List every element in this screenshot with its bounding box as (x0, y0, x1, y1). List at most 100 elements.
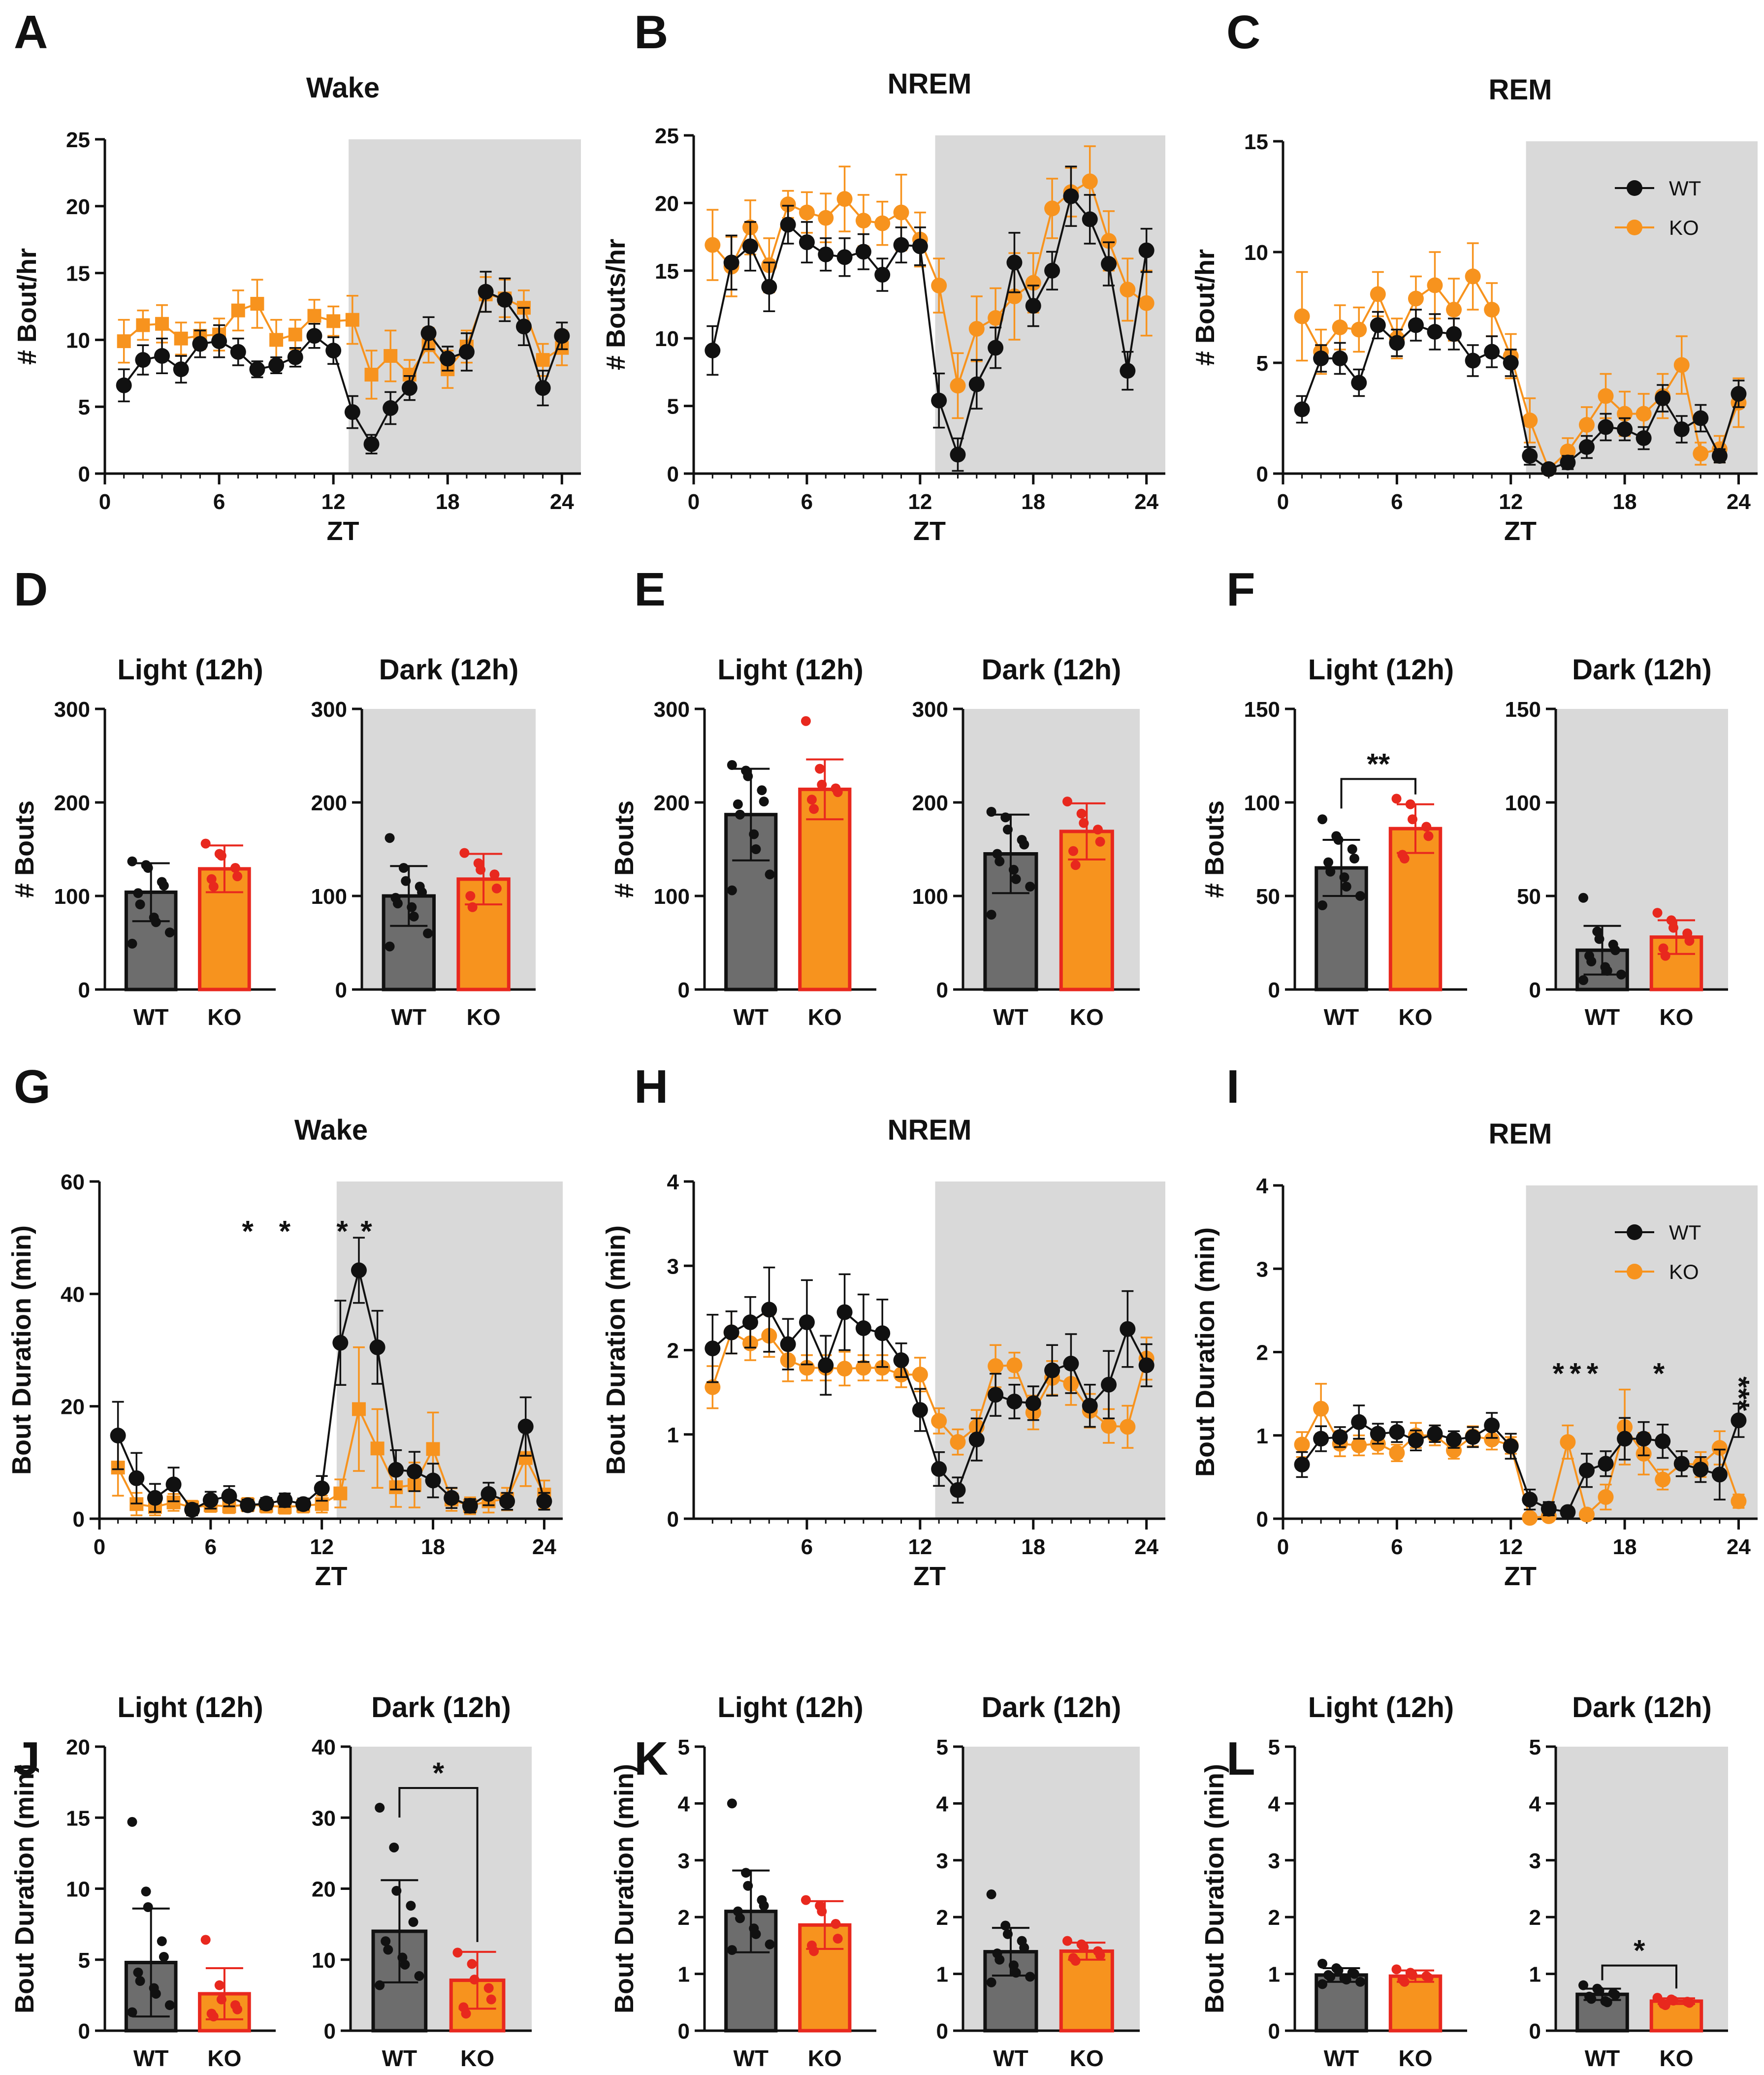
legend: WT KO (1615, 1221, 1701, 1283)
individual-point-ko (232, 2004, 243, 2014)
data-point-ko (536, 353, 550, 367)
y-tick-label: 300 (54, 698, 90, 722)
individual-point-wt (1586, 957, 1597, 966)
y-tick-label: 10 (1244, 241, 1268, 265)
individual-point-wt (409, 911, 419, 922)
individual-point-wt (141, 1886, 151, 1897)
data-point-wt (799, 234, 815, 251)
data-point-ko (345, 313, 359, 327)
data-point-wt (1294, 1456, 1310, 1472)
data-point-wt (1351, 1414, 1367, 1430)
y-tick-label: 20 (61, 1395, 85, 1419)
category-label: KO (1070, 1004, 1104, 1030)
data-point-ko (352, 1402, 366, 1416)
x-tick-label: 18 (1021, 490, 1045, 514)
data-point-ko (1655, 1471, 1671, 1488)
panel-title: NREM (888, 68, 972, 100)
data-point-wt (192, 336, 208, 352)
data-point-wt (968, 1432, 985, 1448)
data-point-wt (893, 1352, 909, 1369)
data-point-wt (536, 1493, 552, 1509)
y-tick-label: 300 (311, 698, 347, 722)
y-tick-label: 4 (1268, 1792, 1281, 1816)
y-tick-label: 3 (1268, 1849, 1280, 1873)
data-point-ko (269, 333, 284, 347)
data-point-ko (799, 204, 815, 221)
data-point-wt (705, 342, 721, 358)
panel-title: REM (1489, 74, 1552, 106)
individual-point-wt (135, 1976, 145, 1986)
data-point-ko (1446, 1442, 1462, 1459)
data-point-ko (1313, 1401, 1329, 1417)
data-point-wt (363, 436, 380, 452)
individual-point-ko (815, 764, 825, 774)
y-tick-label: 0 (678, 978, 690, 1002)
individual-point-wt (1325, 866, 1336, 877)
category-label: KO (1070, 2045, 1104, 2071)
individual-point-wt (1578, 893, 1589, 903)
y-tick-label: 20 (66, 1735, 90, 1759)
y-tick-label: 3 (678, 1849, 690, 1873)
data-point-wt (314, 1480, 330, 1497)
series-wt (1294, 1403, 1747, 1520)
individual-point-ko (1421, 822, 1432, 832)
category-label: KO (1660, 1004, 1694, 1030)
subpanel-title: Light (12h) (1308, 654, 1454, 686)
individual-point-wt (407, 902, 417, 912)
individual-point-wt (1325, 1972, 1336, 1982)
data-point-wt (420, 325, 437, 341)
x-tick-label: 0 (99, 490, 111, 514)
individual-point-ko (461, 2009, 471, 2019)
y-tick-label: 0 (667, 1507, 679, 1532)
individual-point-wt (385, 833, 395, 843)
panel-title: NREM (888, 1114, 972, 1146)
y-axis-label: Bout Duration (min) (601, 1225, 631, 1475)
y-tick-label: 0 (667, 462, 679, 486)
x-tick-label: 18 (1613, 490, 1637, 514)
category-label: WT (733, 1004, 769, 1030)
data-point-wt (1617, 1431, 1633, 1447)
data-point-ko (1044, 200, 1060, 217)
data-point-wt (287, 349, 303, 365)
individual-point-ko (1391, 1964, 1402, 1975)
dark-subpanel: Dark (12h) 0 10 20 30 40 WT KO * (312, 1692, 532, 2071)
dark-subpanel: Dark (12h) 0 50 100 150 WT KO (1505, 654, 1728, 1030)
individual-point-wt (735, 1913, 745, 1923)
individual-point-ko (1399, 1977, 1410, 1987)
individual-point-ko (491, 883, 502, 894)
data-point-wt (818, 246, 834, 262)
y-tick-label: 40 (312, 1735, 336, 1759)
y-tick-label: 0 (1256, 462, 1268, 486)
individual-point-ko (801, 1895, 811, 1905)
significance-bracket (398, 1787, 479, 1942)
legend-marker-ko (1627, 1264, 1642, 1279)
individual-point-wt (423, 928, 433, 938)
category-label: KO (808, 1004, 842, 1030)
data-point-wt (165, 1476, 182, 1493)
data-point-wt (836, 249, 853, 265)
x-tick-label: 24 (1134, 1535, 1158, 1559)
data-point-wt (325, 343, 342, 359)
data-point-wt (535, 380, 551, 396)
individual-point-wt (1002, 1929, 1013, 1939)
category-label: WT (1585, 2045, 1620, 2071)
individual-point-wt (741, 1868, 751, 1878)
individual-point-wt (1025, 1972, 1035, 1982)
data-point-wt (1731, 1412, 1747, 1429)
data-point-wt (1446, 1432, 1462, 1448)
data-point-ko (333, 1486, 348, 1500)
y-tick-label: 5 (1268, 1735, 1280, 1759)
individual-point-wt (135, 899, 145, 910)
y-tick-label: 100 (912, 885, 948, 909)
legend-marker-wt (1627, 180, 1642, 196)
x-tick-label: 24 (1134, 490, 1158, 514)
individual-point-wt (1341, 1975, 1351, 1985)
x-tick-label: 6 (801, 490, 813, 514)
category-label: WT (133, 2045, 169, 2071)
x-tick-label: 18 (436, 490, 460, 514)
individual-point-ko (801, 716, 811, 726)
data-point-ko (231, 303, 245, 318)
individual-point-ko (1062, 1936, 1072, 1946)
individual-point-wt (759, 1901, 769, 1911)
significance-star: * (336, 1214, 348, 1247)
